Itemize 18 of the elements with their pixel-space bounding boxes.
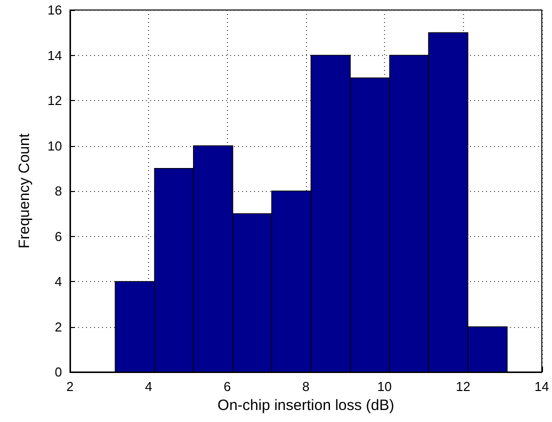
x-tick-label: 8 xyxy=(302,379,310,394)
y-tick-label: 10 xyxy=(48,138,62,154)
y-tick-label: 8 xyxy=(54,184,62,198)
x-tick-label: 14 xyxy=(534,379,550,394)
y-tick-label: 0 xyxy=(54,364,62,380)
y-axis-title: Frequency Count xyxy=(16,132,33,249)
y-tick-label: 2 xyxy=(54,319,62,334)
x-tick-label: 10 xyxy=(377,379,392,394)
y-tick-label: 14 xyxy=(48,48,62,63)
x-tick-label: 12 xyxy=(456,379,470,394)
y-tick-label: 6 xyxy=(54,228,62,244)
y-tick-label: 12 xyxy=(48,93,62,108)
x-axis-title: On-chip insertion loss (dB) xyxy=(218,397,394,414)
x-tick-label: 6 xyxy=(224,379,231,394)
y-tick-label: 4 xyxy=(54,274,62,289)
y-tick-label: 16 xyxy=(48,2,62,18)
x-tick-label: 4 xyxy=(145,379,152,394)
x-tick-label: 2 xyxy=(66,379,74,394)
